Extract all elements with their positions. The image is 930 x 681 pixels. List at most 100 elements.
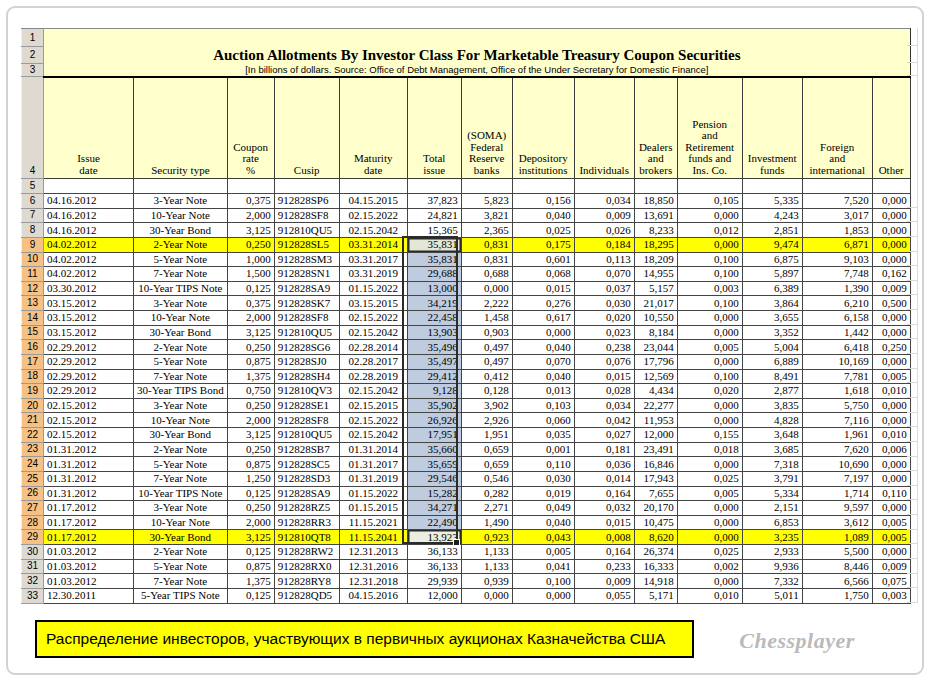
- cell[interactable]: 9,474: [742, 237, 802, 252]
- cell[interactable]: 0,546: [461, 471, 512, 486]
- cell[interactable]: 5-Year TIPS Note: [134, 588, 228, 603]
- cell[interactable]: 0,162: [872, 267, 910, 282]
- cell[interactable]: 0,027: [574, 428, 634, 443]
- cell[interactable]: 0,181: [574, 442, 634, 457]
- cell[interactable]: 0,000: [677, 398, 742, 413]
- cell[interactable]: 01.31.2019: [339, 471, 407, 486]
- cell[interactable]: 3,685: [742, 442, 802, 457]
- cell[interactable]: 29,688: [407, 267, 461, 282]
- cell[interactable]: 6,871: [802, 237, 872, 252]
- cell[interactable]: [634, 179, 677, 194]
- cell[interactable]: 18,295: [634, 237, 677, 252]
- cell[interactable]: 1,375: [227, 369, 274, 384]
- cell[interactable]: 0,009: [574, 574, 634, 589]
- cell[interactable]: 0,184: [574, 237, 634, 252]
- col-header-issue-date[interactable]: Issue date: [44, 77, 134, 179]
- row-header[interactable]: 16: [22, 340, 44, 355]
- cell[interactable]: 5,004: [742, 340, 802, 355]
- cell[interactable]: 0,023: [574, 325, 634, 340]
- cell[interactable]: 912828SA9: [274, 486, 339, 501]
- cell[interactable]: 01.03.2012: [44, 559, 134, 574]
- cell[interactable]: 912828RZ5: [274, 501, 339, 516]
- cell[interactable]: 0,164: [574, 545, 634, 560]
- cell[interactable]: 0,923: [461, 530, 512, 545]
- cell[interactable]: 0,000: [872, 545, 910, 560]
- cell[interactable]: 02.15.2015: [339, 398, 407, 413]
- cell[interactable]: 0,009: [872, 559, 910, 574]
- row-header[interactable]: 22: [22, 428, 44, 443]
- cell[interactable]: 02.15.2042: [339, 428, 407, 443]
- cell[interactable]: 35,496: [407, 340, 461, 355]
- cell[interactable]: [461, 179, 512, 194]
- cell[interactable]: 7,748: [802, 267, 872, 282]
- cell[interactable]: 8,491: [742, 369, 802, 384]
- cell[interactable]: 912828SG6: [274, 340, 339, 355]
- cell[interactable]: 0,070: [512, 354, 574, 369]
- cell[interactable]: 11.15.2041: [339, 530, 407, 545]
- cell[interactable]: 3,352: [742, 325, 802, 340]
- cell[interactable]: 5,897: [742, 267, 802, 282]
- col-header-cusip[interactable]: Cusip: [274, 77, 339, 179]
- cell[interactable]: 2,151: [742, 501, 802, 516]
- cell[interactable]: 0,110: [512, 457, 574, 472]
- cell[interactable]: 1,853: [802, 223, 872, 238]
- cell[interactable]: 5,823: [461, 194, 512, 209]
- cell[interactable]: 0,020: [677, 384, 742, 399]
- cell[interactable]: 1,133: [461, 559, 512, 574]
- cell[interactable]: [802, 179, 872, 194]
- cell[interactable]: 912828RR3: [274, 515, 339, 530]
- cell[interactable]: 4,828: [742, 413, 802, 428]
- cell[interactable]: 12,000: [634, 428, 677, 443]
- row-header[interactable]: 14: [22, 311, 44, 326]
- cell[interactable]: 3,125: [227, 530, 274, 545]
- cell[interactable]: 23,491: [634, 442, 677, 457]
- cell[interactable]: 0,250: [872, 340, 910, 355]
- cell[interactable]: 6,889: [742, 354, 802, 369]
- cell[interactable]: 9,597: [802, 501, 872, 516]
- cell[interactable]: 0,020: [574, 311, 634, 326]
- cell[interactable]: 02.15.2022: [339, 413, 407, 428]
- cell[interactable]: 3,125: [227, 223, 274, 238]
- cell[interactable]: 2,877: [742, 384, 802, 399]
- cell[interactable]: 0,009: [872, 281, 910, 296]
- row-header[interactable]: 7: [22, 208, 44, 223]
- cell[interactable]: 11.15.2021: [339, 515, 407, 530]
- cell[interactable]: 0,037: [574, 281, 634, 296]
- cell[interactable]: 11,953: [634, 413, 677, 428]
- cell[interactable]: 0,000: [677, 530, 742, 545]
- cell[interactable]: 0,010: [872, 428, 910, 443]
- cell[interactable]: 0,282: [461, 486, 512, 501]
- cell[interactable]: 0,075: [872, 574, 910, 589]
- cell[interactable]: 30-Year Bond: [134, 325, 228, 340]
- cell[interactable]: 01.31.2014: [339, 442, 407, 457]
- cell[interactable]: 3,648: [742, 428, 802, 443]
- cell[interactable]: 0,276: [512, 296, 574, 311]
- row-header[interactable]: 17: [22, 354, 44, 369]
- cell[interactable]: 0,000: [872, 354, 910, 369]
- cell[interactable]: 2,000: [227, 413, 274, 428]
- cell[interactable]: 12,569: [634, 369, 677, 384]
- cell[interactable]: 0,018: [677, 442, 742, 457]
- row-header[interactable]: 12: [22, 281, 44, 296]
- row-header[interactable]: 13: [22, 296, 44, 311]
- cell[interactable]: 04.15.2015: [339, 194, 407, 209]
- cell[interactable]: 0,040: [512, 515, 574, 530]
- cell[interactable]: 0,010: [872, 384, 910, 399]
- col-header-depository[interactable]: Depository institutions: [512, 77, 574, 179]
- cell[interactable]: 10-Year TIPS Note: [134, 486, 228, 501]
- cell[interactable]: 21,017: [634, 296, 677, 311]
- cell[interactable]: 36,133: [407, 559, 461, 574]
- cell[interactable]: 3,125: [227, 325, 274, 340]
- cell[interactable]: 0,164: [574, 486, 634, 501]
- cell[interactable]: 26,926: [407, 413, 461, 428]
- cell[interactable]: 0,175: [512, 237, 574, 252]
- cell[interactable]: 8,233: [634, 223, 677, 238]
- cell[interactable]: 0,005: [677, 486, 742, 501]
- cell[interactable]: [134, 179, 228, 194]
- row-header[interactable]: 29: [22, 530, 44, 545]
- cell[interactable]: 01.03.2012: [44, 545, 134, 560]
- cell[interactable]: 0,030: [574, 296, 634, 311]
- cell[interactable]: 01.17.2012: [44, 530, 134, 545]
- cell[interactable]: 04.16.2012: [44, 223, 134, 238]
- cell[interactable]: 3,864: [742, 296, 802, 311]
